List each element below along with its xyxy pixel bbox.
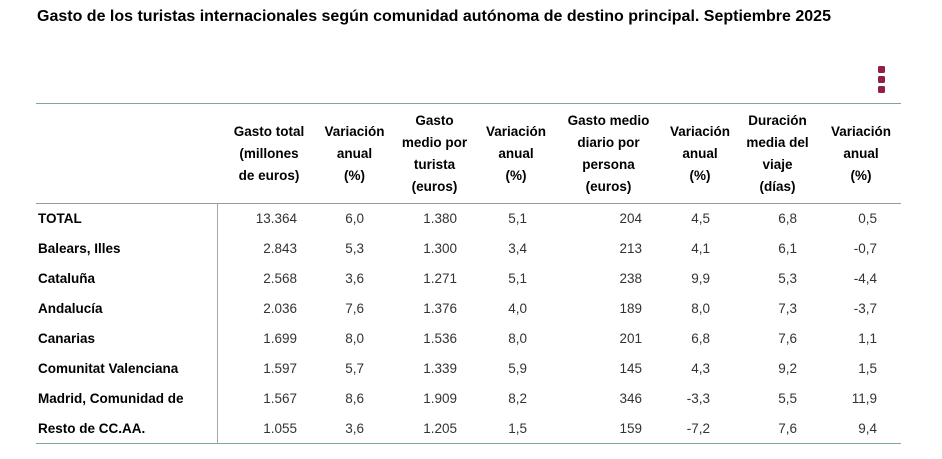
data-cell: 1.536 — [423, 331, 457, 346]
data-cell: 1.300 — [423, 241, 457, 256]
data-cell: 7,6 — [778, 420, 797, 436]
row-label: Comunitat Valenciana — [36, 353, 218, 384]
data-cell: 8,2 — [508, 391, 527, 406]
data-cell: 1.380 — [423, 211, 457, 227]
data-cell: -3,3 — [686, 391, 710, 406]
data-cell: 159 — [619, 420, 642, 436]
page-title: Gasto de los turistas internacionales se… — [37, 8, 831, 25]
data-cell: 1.699 — [263, 331, 297, 346]
table-row: Balears, Illes 2.843 5,3 1.300 3,4 213 4,1 6,1 -… — [36, 233, 901, 264]
table-row: Cataluña 2.568 3,6 1.271 5,1 238 9,9 5,3 -4,4 — [36, 263, 901, 294]
data-cell: 4,3 — [691, 361, 710, 376]
data-cell: 1.271 — [423, 271, 457, 286]
data-cell: 4,5 — [691, 211, 710, 227]
row-label: Cataluña — [36, 263, 218, 294]
data-cell: -3,7 — [853, 301, 877, 316]
data-cell: 4,0 — [508, 301, 527, 316]
data-cell: 13.364 — [255, 211, 297, 227]
data-cell: 6,8 — [691, 331, 710, 346]
data-cell: 1,1 — [858, 331, 877, 346]
table-row: Andalucía 2.036 7,6 1.376 4,0 189 8,0 7,3 -3,7 — [36, 293, 901, 324]
data-cell: 201 — [619, 331, 642, 346]
row-label: TOTAL — [36, 203, 218, 234]
data-cell: 9,2 — [778, 361, 797, 376]
data-cell: 0,5 — [858, 211, 877, 227]
table-row: TOTAL 13.364 6,0 1.380 5,1 204 4,5 6,8 0,5 — [36, 203, 901, 234]
table-body: TOTAL 13.364 6,0 1.380 5,1 204 4,5 6,8 0,5 Balear… — [36, 203, 901, 444]
data-cell: 7,6 — [778, 331, 797, 346]
table-row: Canarias 1.699 8,0 1.536 8,0 201 6,8 7,6 1,1 — [36, 323, 901, 354]
options-menu-button[interactable] — [872, 62, 890, 96]
data-cell: 3,6 — [345, 271, 364, 286]
data-cell: 3,4 — [508, 241, 527, 256]
table-row: Comunitat Valenciana 1.597 5,7 1.339 5,9 145 4… — [36, 353, 901, 384]
data-cell: 238 — [619, 271, 642, 286]
data-cell: 213 — [619, 241, 642, 256]
data-cell: 189 — [619, 301, 642, 316]
corner-cell — [36, 103, 217, 204]
data-cell: 8,0 — [508, 331, 527, 346]
data-cell: 9,9 — [691, 271, 710, 286]
data-cell: 145 — [619, 361, 642, 376]
data-cell: 8,0 — [691, 301, 710, 316]
row-label: Balears, Illes — [36, 233, 218, 264]
data-cell: 5,7 — [345, 361, 364, 376]
column-header: Variación anual (%) — [481, 103, 551, 204]
data-cell: 346 — [619, 391, 642, 406]
data-cell: -7,2 — [686, 420, 710, 436]
data-cell: 1.376 — [423, 301, 457, 316]
column-header: Variación anual (%) — [821, 103, 901, 204]
data-cell: 8,0 — [345, 331, 364, 346]
data-cell: 1.909 — [423, 391, 457, 406]
header-row: Gasto total (millones de euros) Variación… — [36, 103, 901, 204]
data-cell: 1.205 — [423, 420, 457, 436]
data-cell: 3,6 — [345, 420, 364, 436]
data-cell: -0,7 — [853, 241, 877, 256]
row-label: Madrid, Comunidad de — [36, 383, 218, 414]
data-cell: -4,4 — [853, 271, 877, 286]
row-label: Canarias — [36, 323, 218, 354]
tourist-spending-table: Gasto total (millones de euros) Variación… — [36, 103, 901, 444]
data-cell: 9,4 — [858, 420, 877, 436]
data-cell: 4,1 — [691, 241, 710, 256]
data-cell: 5,5 — [778, 391, 797, 406]
data-cell: 1.567 — [263, 391, 297, 406]
data-cell: 5,1 — [508, 271, 527, 286]
data-cell: 2.843 — [263, 241, 297, 256]
kebab-vertical-icon — [877, 65, 885, 93]
column-header: Variación anual (%) — [321, 103, 388, 204]
column-header: Gasto medio diario por persona (euros) — [551, 103, 666, 204]
data-cell: 5,3 — [345, 241, 364, 256]
data-cell: 6,1 — [778, 241, 797, 256]
data-cell: 6,0 — [345, 211, 364, 227]
data-cell: 1.339 — [423, 361, 457, 376]
data-cell: 1,5 — [508, 420, 527, 436]
data-cell: 8,6 — [345, 391, 364, 406]
column-header: Gasto medio por turista (euros) — [388, 103, 481, 204]
data-cell: 7,6 — [345, 301, 364, 316]
column-header: Variación anual (%) — [666, 103, 734, 204]
column-header: Gasto total (millones de euros) — [217, 103, 321, 204]
data-cell: 1.055 — [263, 420, 297, 436]
column-header: Duración media del viaje (días) — [734, 103, 821, 204]
data-cell: 6,8 — [778, 211, 797, 227]
data-cell: 2.568 — [263, 271, 297, 286]
data-cell: 1.597 — [263, 361, 297, 376]
table-row: Madrid, Comunidad de 1.567 8,6 1.909 8,2 346 -… — [36, 383, 901, 414]
data-cell: 7,3 — [778, 301, 797, 316]
data-cell: 204 — [619, 211, 642, 227]
row-label: Resto de CC.AA. — [36, 413, 218, 444]
data-cell: 5,1 — [508, 211, 527, 227]
row-label: Andalucía — [36, 293, 218, 324]
data-cell: 2.036 — [263, 301, 297, 316]
data-cell: 1,5 — [858, 361, 877, 376]
data-cell: 5,9 — [508, 361, 527, 376]
table-row: Resto de CC.AA. 1.055 3,6 1.205 1,5 159 -7,2 7,… — [36, 413, 901, 444]
data-cell: 11,9 — [851, 391, 877, 406]
data-cell: 5,3 — [778, 271, 797, 286]
